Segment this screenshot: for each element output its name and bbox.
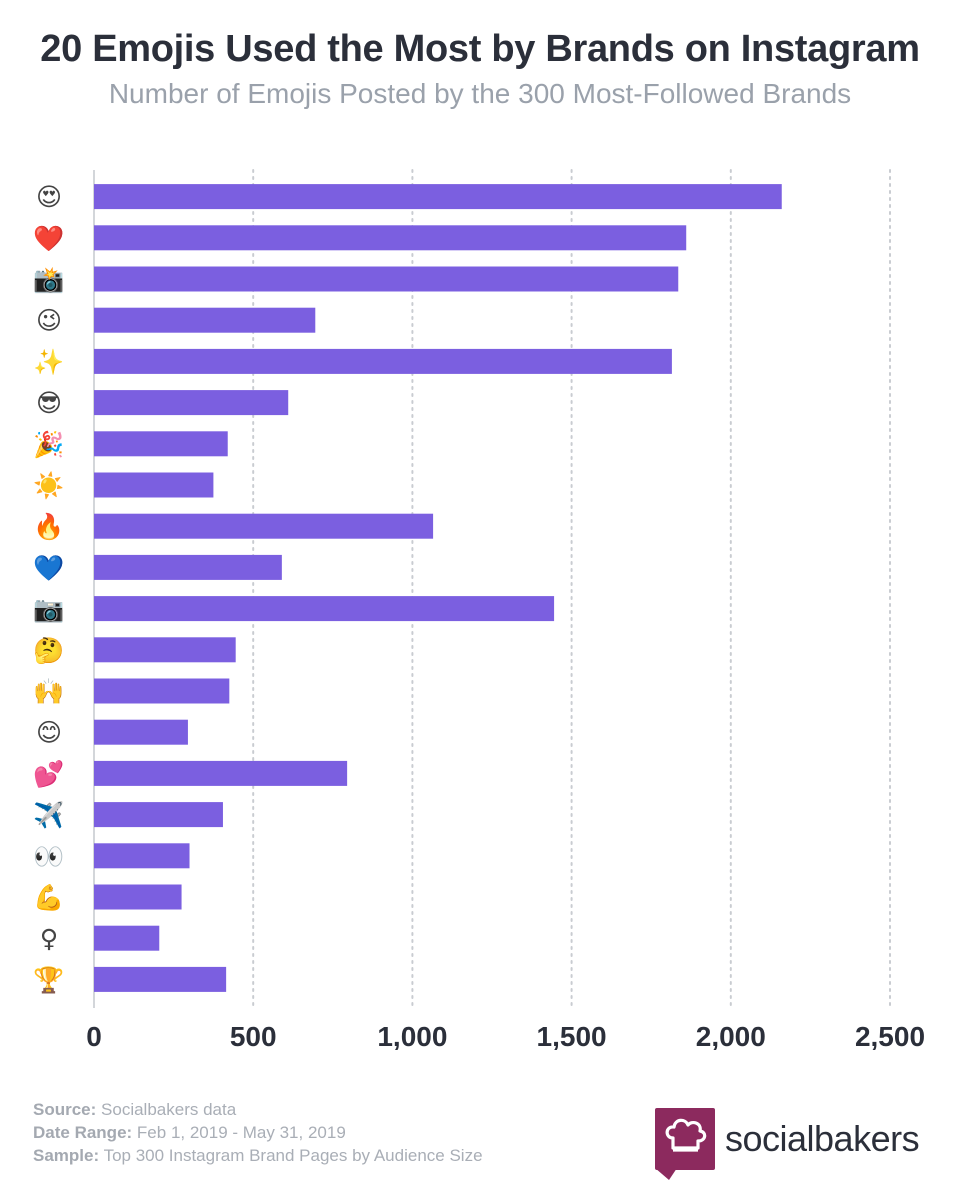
category-label: 😍 bbox=[36, 183, 62, 212]
bar bbox=[94, 719, 188, 745]
bar bbox=[94, 596, 555, 622]
bar bbox=[94, 513, 434, 539]
bar bbox=[94, 348, 672, 374]
category-label: 🎉 bbox=[33, 430, 64, 460]
bar bbox=[94, 966, 227, 992]
category-label: 📸 bbox=[33, 265, 64, 294]
chart-title: 20 Emojis Used the Most by Brands on Ins… bbox=[40, 28, 920, 70]
bar bbox=[94, 678, 230, 704]
logo-text: socialbakers bbox=[725, 1118, 920, 1159]
x-tick-label: 0 bbox=[86, 1021, 102, 1050]
bar bbox=[94, 307, 316, 333]
chart-subtitle: Number of Emojis Posted by the 300 Most-… bbox=[108, 78, 852, 109]
category-label: 👀 bbox=[33, 842, 64, 871]
bar bbox=[94, 843, 190, 869]
category-label: 🙌 bbox=[33, 677, 64, 706]
category-label: 😉 bbox=[36, 306, 62, 335]
bar bbox=[94, 472, 214, 498]
x-tick-label: 500 bbox=[230, 1021, 277, 1050]
category-label: ✈️ bbox=[33, 800, 64, 830]
category-label: ✨ bbox=[33, 347, 64, 376]
bar bbox=[94, 925, 160, 951]
category-label: 💪 bbox=[33, 883, 64, 912]
category-label: 🤔 bbox=[33, 636, 64, 665]
footer-date-range: Date Range: Feb 1, 2019 - May 31, 2019 bbox=[33, 1123, 346, 1142]
bar bbox=[94, 184, 782, 210]
bar bbox=[94, 802, 223, 828]
bar bbox=[94, 884, 182, 910]
category-label: 🔥 bbox=[33, 512, 64, 541]
category-label: 😊 bbox=[36, 718, 62, 747]
x-tick-label: 2,000 bbox=[696, 1021, 766, 1050]
chart-footer: Source: Socialbakers data Date Range: Fe… bbox=[33, 1098, 483, 1167]
bar bbox=[94, 760, 348, 786]
bar bbox=[94, 431, 228, 457]
category-label: ☀️ bbox=[33, 470, 64, 501]
chef-hat-icon bbox=[655, 1108, 715, 1180]
x-tick-label: 1,500 bbox=[537, 1021, 607, 1050]
category-label: 🏆 bbox=[33, 965, 64, 994]
bar bbox=[94, 390, 289, 416]
bar bbox=[94, 637, 236, 663]
category-label: 💕 bbox=[33, 759, 64, 788]
category-label: 😎 bbox=[36, 389, 62, 418]
category-label: ♀ bbox=[40, 924, 58, 953]
category-label: ❤️ bbox=[33, 224, 65, 253]
brand-logo: socialbakers bbox=[655, 1108, 920, 1180]
bar bbox=[94, 266, 679, 292]
category-label: 💙 bbox=[33, 553, 65, 582]
x-tick-label: 2,500 bbox=[855, 1021, 925, 1050]
footer-source: Source: Socialbakers data bbox=[33, 1100, 237, 1119]
bar-chart: 0 500 1,000 1,500 2,000 2,500 😍 ❤️ 📸 😉 ✨ 😎 🎉 ☀️ 🔥 💙 📷 🤔 🙌 😊… bbox=[33, 169, 925, 1050]
category-label: 📷 bbox=[33, 595, 64, 624]
bar bbox=[94, 225, 687, 251]
footer-sample: Sample: Top 300 Instagram Brand Pages by… bbox=[33, 1146, 483, 1165]
bar bbox=[94, 554, 282, 580]
x-tick-label: 1,000 bbox=[377, 1021, 447, 1050]
